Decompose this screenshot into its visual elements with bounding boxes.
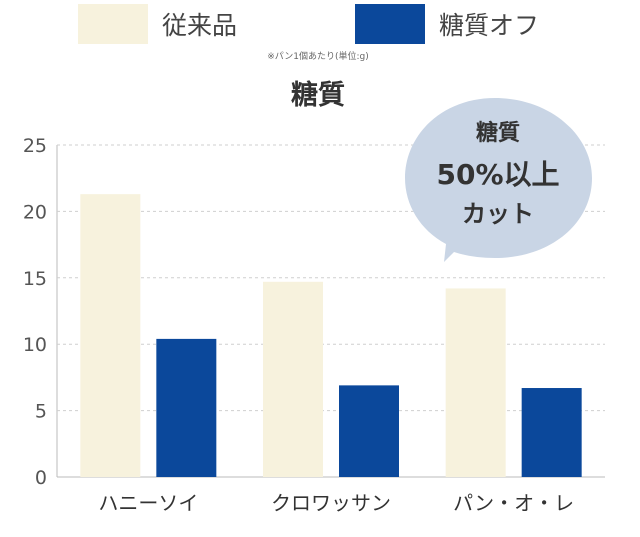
legend-label-conventional: 従来品	[162, 11, 237, 40]
callout-bubble-shape	[405, 98, 592, 262]
bar-sugar-off	[339, 385, 399, 477]
x-category-label: ハニーソイ	[98, 491, 198, 515]
bars	[80, 194, 582, 478]
callout-bubble: 糖質 50%以上 カット	[405, 98, 592, 262]
bar-conventional	[80, 194, 141, 478]
bar-conventional	[445, 288, 506, 477]
x-axis-labels: ハニーソイ クロワッサン パン・オ・レ	[98, 491, 574, 515]
y-tick-label: 15	[23, 268, 47, 290]
y-tick-label: 25	[23, 135, 47, 157]
legend-label-sugar-off: 糖質オフ	[439, 11, 539, 40]
legend-swatch-conventional	[78, 4, 148, 44]
legend-swatch-sugar-off	[355, 4, 425, 44]
y-tick-label: 10	[23, 334, 47, 356]
x-category-label: クロワッサン	[271, 491, 391, 515]
bar-sugar-off	[156, 338, 217, 477]
y-tick-label: 5	[35, 401, 47, 423]
y-tick-label: 0	[35, 467, 47, 489]
x-category-label: パン・オ・レ	[453, 491, 574, 515]
y-tick-label: 20	[23, 201, 47, 223]
callout-line-3: カット	[462, 200, 534, 228]
bar-conventional	[263, 281, 323, 477]
bar-sugar-off	[521, 388, 582, 477]
callout-line-2: 50%以上	[436, 158, 559, 191]
chart-title: 糖質	[291, 79, 345, 111]
y-axis-ticks: 0 5 10 15 20 25	[23, 135, 47, 489]
legend: 従来品 糖質オフ	[78, 4, 539, 44]
callout-line-1: 糖質	[476, 120, 520, 146]
unit-note: ※パン1個あたり(単位:g)	[267, 50, 369, 62]
